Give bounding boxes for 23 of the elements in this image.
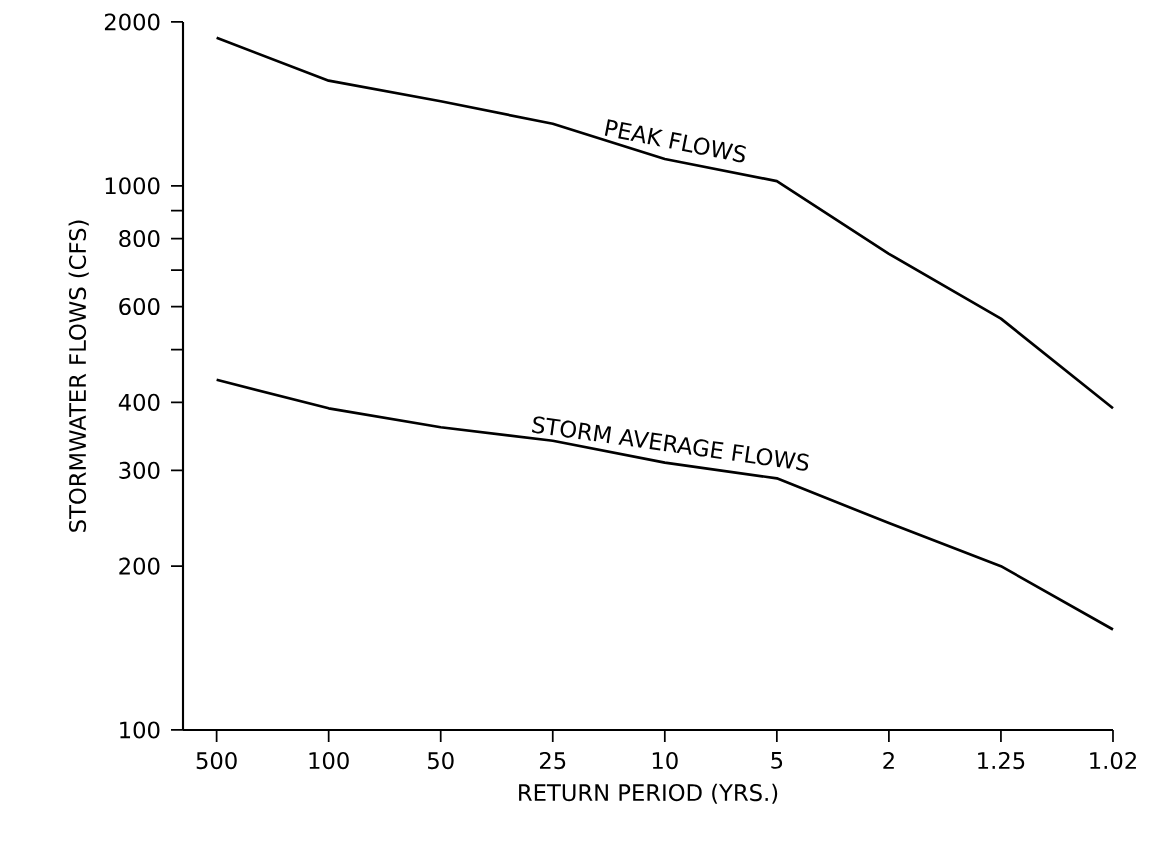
x-tick-label: 50 [428, 751, 454, 770]
y-tick-label: 800 [119, 229, 160, 248]
text: STORM AVERAGE FLOWS [532, 416, 809, 471]
y-tick-label: 200 [119, 557, 160, 575]
text: PEAK FLOWS [604, 119, 746, 163]
x-tick-label: 10 [652, 751, 678, 770]
line-series [215, 378, 1115, 631]
x-tick-label: 5 [771, 752, 783, 769]
line-series [215, 36, 1115, 410]
y-tick-label: 400 [118, 393, 160, 411]
x-axis-title: RETURN PERIOD (YRS.) [519, 783, 778, 804]
y-axis-title: STORMWATER FLOWS (CFS) [68, 220, 89, 532]
x-tick-label: 500 [196, 751, 237, 770]
y-tick-label: 1000 [105, 177, 160, 195]
x-tick-label: 1.25 [978, 751, 1025, 770]
y-tick-label: 2000 [104, 13, 160, 31]
x-tick-label: 2 [883, 751, 894, 769]
y-tick-label: 300 [119, 461, 160, 479]
x-tick-label: 1.02 [1090, 751, 1136, 770]
y-tick-label: 600 [119, 297, 160, 316]
x-tick-label: 25 [539, 751, 566, 770]
x-tick-label: 100 [309, 751, 349, 770]
y-tick-label: 100 [120, 721, 160, 739]
